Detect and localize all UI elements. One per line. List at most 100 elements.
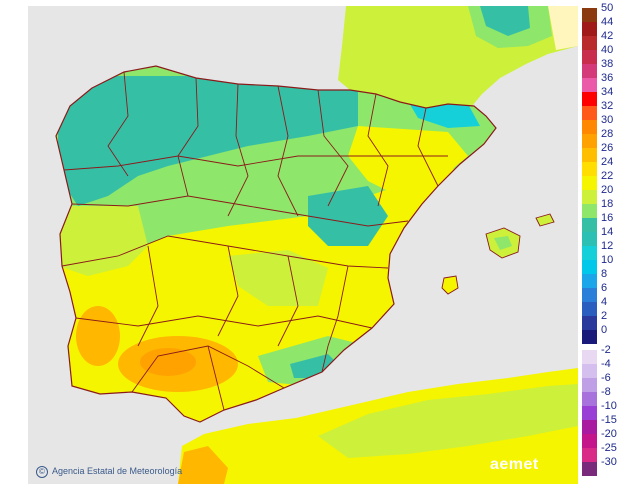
- legend-item: 4: [582, 296, 628, 316]
- legend-label: 24: [601, 156, 614, 168]
- legend-swatch: [582, 64, 597, 78]
- legend-item: -25: [582, 442, 628, 462]
- legend-swatch: [582, 378, 597, 392]
- legend-swatch: [582, 392, 597, 406]
- legend-label: 8: [601, 268, 608, 280]
- legend-label: 40: [601, 44, 614, 56]
- legend-label: 36: [601, 72, 614, 84]
- sw-orange: [76, 306, 120, 366]
- legend-swatch: [582, 134, 597, 148]
- legend-item: -4: [582, 358, 628, 378]
- legend-item: 2: [582, 310, 628, 330]
- legend-label: -4: [601, 358, 611, 370]
- legend-item: 24: [582, 156, 628, 176]
- legend-item: 18: [582, 198, 628, 218]
- legend-item: 22: [582, 170, 628, 190]
- legend-swatch: [582, 106, 597, 120]
- legend-label: 6: [601, 282, 608, 294]
- legend-swatch: [582, 302, 597, 316]
- west-green: [58, 206, 148, 276]
- temperature-legend: 50 44 42 40 38 36 34 32 30 28 26 24 22 20 18 16 14 12 10 8 6…: [582, 2, 628, 486]
- legend-label: -8: [601, 386, 611, 398]
- legend-swatch: [582, 50, 597, 64]
- legend-item: 12: [582, 240, 628, 260]
- legend-swatch: [582, 176, 597, 190]
- legend-label: 0: [601, 324, 608, 336]
- legend-swatch: [582, 316, 597, 330]
- legend-item: 30: [582, 114, 628, 134]
- legend-label: 14: [601, 226, 614, 238]
- ebro-yellow: [348, 126, 468, 196]
- legend-label: 28: [601, 128, 614, 140]
- legend-item: 0: [582, 324, 628, 344]
- legend-label: 2: [601, 310, 608, 322]
- legend-item: 34: [582, 86, 628, 106]
- legend-label: 42: [601, 30, 614, 42]
- central-teal: [308, 186, 388, 246]
- legend-label: -20: [601, 428, 617, 440]
- legend-swatch: [582, 218, 597, 232]
- legend-label: -15: [601, 414, 617, 426]
- aemet-logo: aemet: [490, 456, 539, 473]
- africa-green-band: [318, 384, 578, 458]
- legend-item: 16: [582, 212, 628, 232]
- legend-swatch: [582, 274, 597, 288]
- legend-label: 18: [601, 198, 614, 210]
- temperature-map: [28, 6, 578, 484]
- guadalquivir-core: [140, 348, 196, 376]
- legend-label: 34: [601, 86, 614, 98]
- legend-swatch: [582, 462, 597, 476]
- france-teal-patch: [480, 6, 530, 36]
- legend-item: 42: [582, 30, 628, 50]
- legend-swatch: [582, 260, 597, 274]
- legend-item: 32: [582, 100, 628, 120]
- legend-label: -30: [601, 456, 617, 468]
- legend-label: -10: [601, 400, 617, 412]
- legend-item: 10: [582, 254, 628, 274]
- legend-swatch: [582, 406, 597, 420]
- legend-swatch: [582, 148, 597, 162]
- legend-item: 40: [582, 44, 628, 64]
- legend-label: -2: [601, 344, 611, 356]
- legend-swatch: [582, 420, 597, 434]
- legend-item: 20: [582, 184, 628, 204]
- legend-swatch: [582, 364, 597, 378]
- legend-swatch: [582, 246, 597, 260]
- legend-item: -30: [582, 456, 628, 476]
- legend-item: -15: [582, 414, 628, 434]
- africa-orange: [178, 446, 228, 484]
- legend-swatch: [582, 78, 597, 92]
- menorca: [535, 213, 555, 227]
- legend-item: -10: [582, 400, 628, 420]
- credit-label: Agencia Estatal de Meteorología: [52, 466, 183, 476]
- mallorca-inner: [494, 236, 512, 250]
- legend-item: 6: [582, 282, 628, 302]
- legend-item: 44: [582, 16, 628, 36]
- legend-swatch: [582, 8, 597, 22]
- province-borders: [61, 71, 448, 411]
- legend-swatch: [582, 288, 597, 302]
- legend-label: 16: [601, 212, 614, 224]
- legend-swatch: [582, 232, 597, 246]
- legend-item: 28: [582, 128, 628, 148]
- legend-swatch: [582, 448, 597, 462]
- legend-label: -6: [601, 372, 611, 384]
- legend-swatch: [582, 190, 597, 204]
- ibiza: [441, 275, 459, 295]
- legend-swatch: [582, 92, 597, 106]
- legend-swatch: [582, 204, 597, 218]
- legend-swatch: [582, 120, 597, 134]
- legend-swatch: [582, 330, 597, 344]
- legend-item: -20: [582, 428, 628, 448]
- legend-item: 38: [582, 58, 628, 78]
- north-teal: [58, 76, 358, 206]
- legend-label: -25: [601, 442, 617, 454]
- legend-item: 50: [582, 2, 628, 22]
- legend-swatch: [582, 22, 597, 36]
- credit-text: © Agencia Estatal de Meteorología: [36, 466, 182, 478]
- legend-label: 26: [601, 142, 614, 154]
- france-east-pale: [548, 6, 578, 50]
- legend-item: 8: [582, 268, 628, 288]
- legend-swatch: [582, 350, 597, 364]
- legend-item: -8: [582, 386, 628, 406]
